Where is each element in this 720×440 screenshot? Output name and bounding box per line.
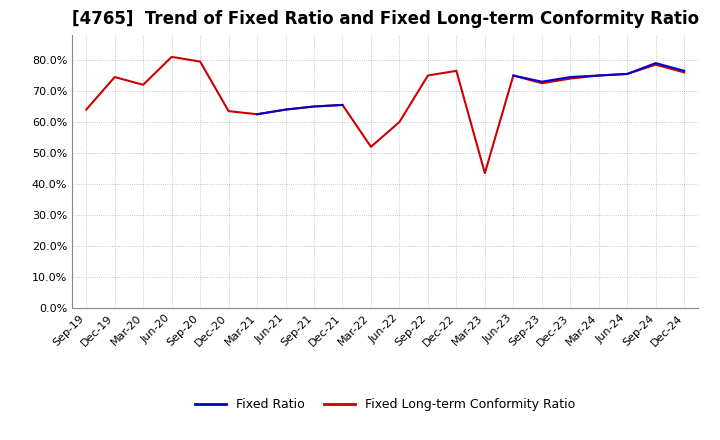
Title: [4765]  Trend of Fixed Ratio and Fixed Long-term Conformity Ratio: [4765] Trend of Fixed Ratio and Fixed Lo… <box>71 10 699 28</box>
Legend: Fixed Ratio, Fixed Long-term Conformity Ratio: Fixed Ratio, Fixed Long-term Conformity … <box>190 393 580 416</box>
